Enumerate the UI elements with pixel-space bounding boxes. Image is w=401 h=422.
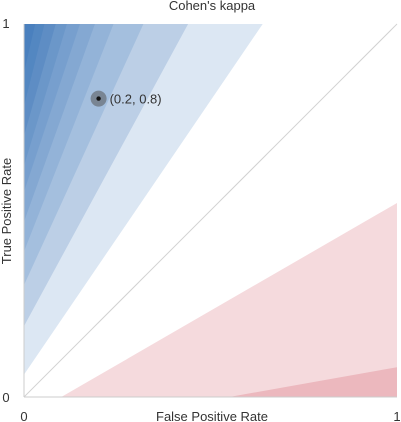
y-tick-top: 1 xyxy=(2,16,9,31)
x-axis-label: False Positive Rate xyxy=(156,409,268,422)
negative-region-1 xyxy=(61,203,398,397)
x-tick-left: 0 xyxy=(20,409,27,422)
y-axis-label: True Positive Rate xyxy=(0,158,14,264)
positive-region-10 xyxy=(24,24,36,73)
negative-kappa-regions xyxy=(61,203,398,397)
data-point[interactable] xyxy=(96,96,101,101)
y-tick-bottom: 0 xyxy=(2,390,9,405)
positive-kappa-regions xyxy=(24,24,263,375)
chart-title: Cohen's kappa xyxy=(169,0,256,13)
negative-region-2 xyxy=(229,367,397,397)
chance-diagonal xyxy=(23,23,398,398)
point-label: (0.2, 0.8) xyxy=(110,92,162,107)
x-tick-right: 1 xyxy=(393,409,400,422)
